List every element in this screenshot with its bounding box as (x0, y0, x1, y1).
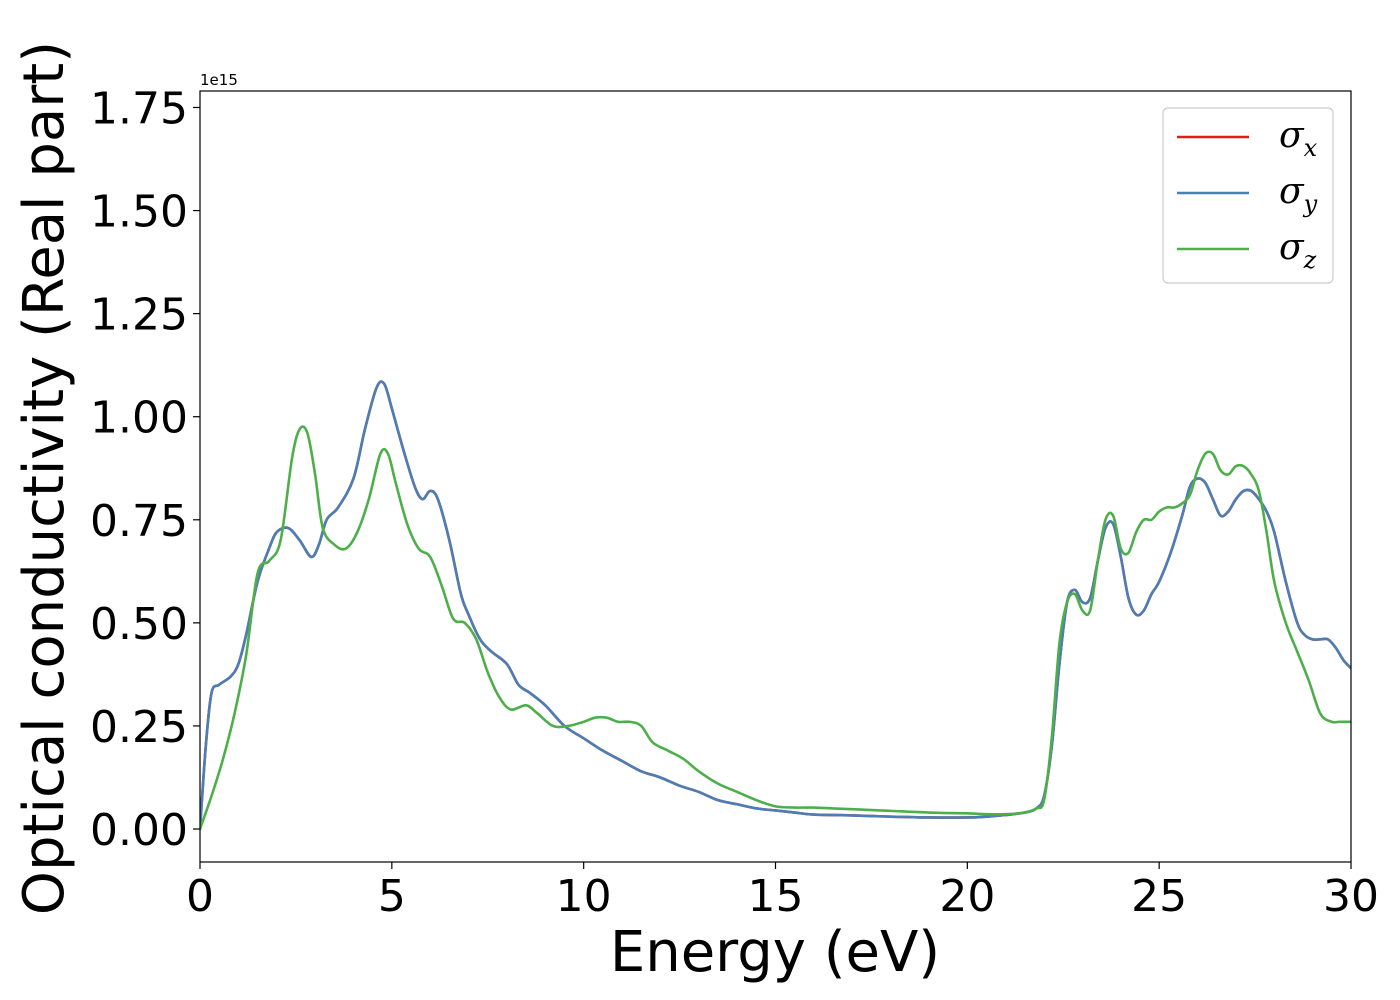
series-line-y (200, 380, 1351, 831)
x-tick-label: 10 (556, 871, 612, 922)
x-tick-label: 5 (378, 871, 406, 922)
legend: σx σy σz (1162, 107, 1334, 284)
series-line-z (200, 425, 1351, 831)
y-axis-label: Optical conductivity (Real part) (12, 41, 77, 915)
y-tick-label: 0.25 (90, 702, 188, 753)
y-tick-label: 1.00 (90, 393, 188, 444)
x-tick-label: 30 (1323, 871, 1379, 922)
x-axis-label: Energy (eV) (610, 920, 940, 985)
x-tick-label: 20 (939, 871, 995, 922)
series-line-x (200, 380, 1351, 831)
legend-label-z: σz (1279, 227, 1317, 274)
x-tick-label: 25 (1131, 871, 1187, 922)
y-tick-label: 0.75 (90, 496, 188, 547)
x-tick-label: 15 (748, 871, 804, 922)
y-tick-label: 1.50 (90, 187, 188, 238)
y-tick-label: 0.50 (90, 599, 188, 650)
y-offset-label: 1e15 (200, 71, 238, 89)
x-tick-label: 0 (186, 871, 214, 922)
y-tick-label: 0.00 (90, 805, 188, 856)
series-layer (200, 380, 1351, 831)
y-tick-label: 1.25 (90, 290, 188, 341)
x-axis: 0 5 10 15 20 25 30 (186, 862, 1379, 922)
legend-box (1162, 107, 1334, 284)
y-axis: 0.00 0.25 0.50 0.75 1.00 1.25 1.50 1.75 (90, 83, 200, 856)
legend-label-x: σx (1279, 115, 1318, 162)
y-tick-label: 1.75 (90, 83, 188, 134)
legend-label-y: σy (1279, 171, 1318, 218)
